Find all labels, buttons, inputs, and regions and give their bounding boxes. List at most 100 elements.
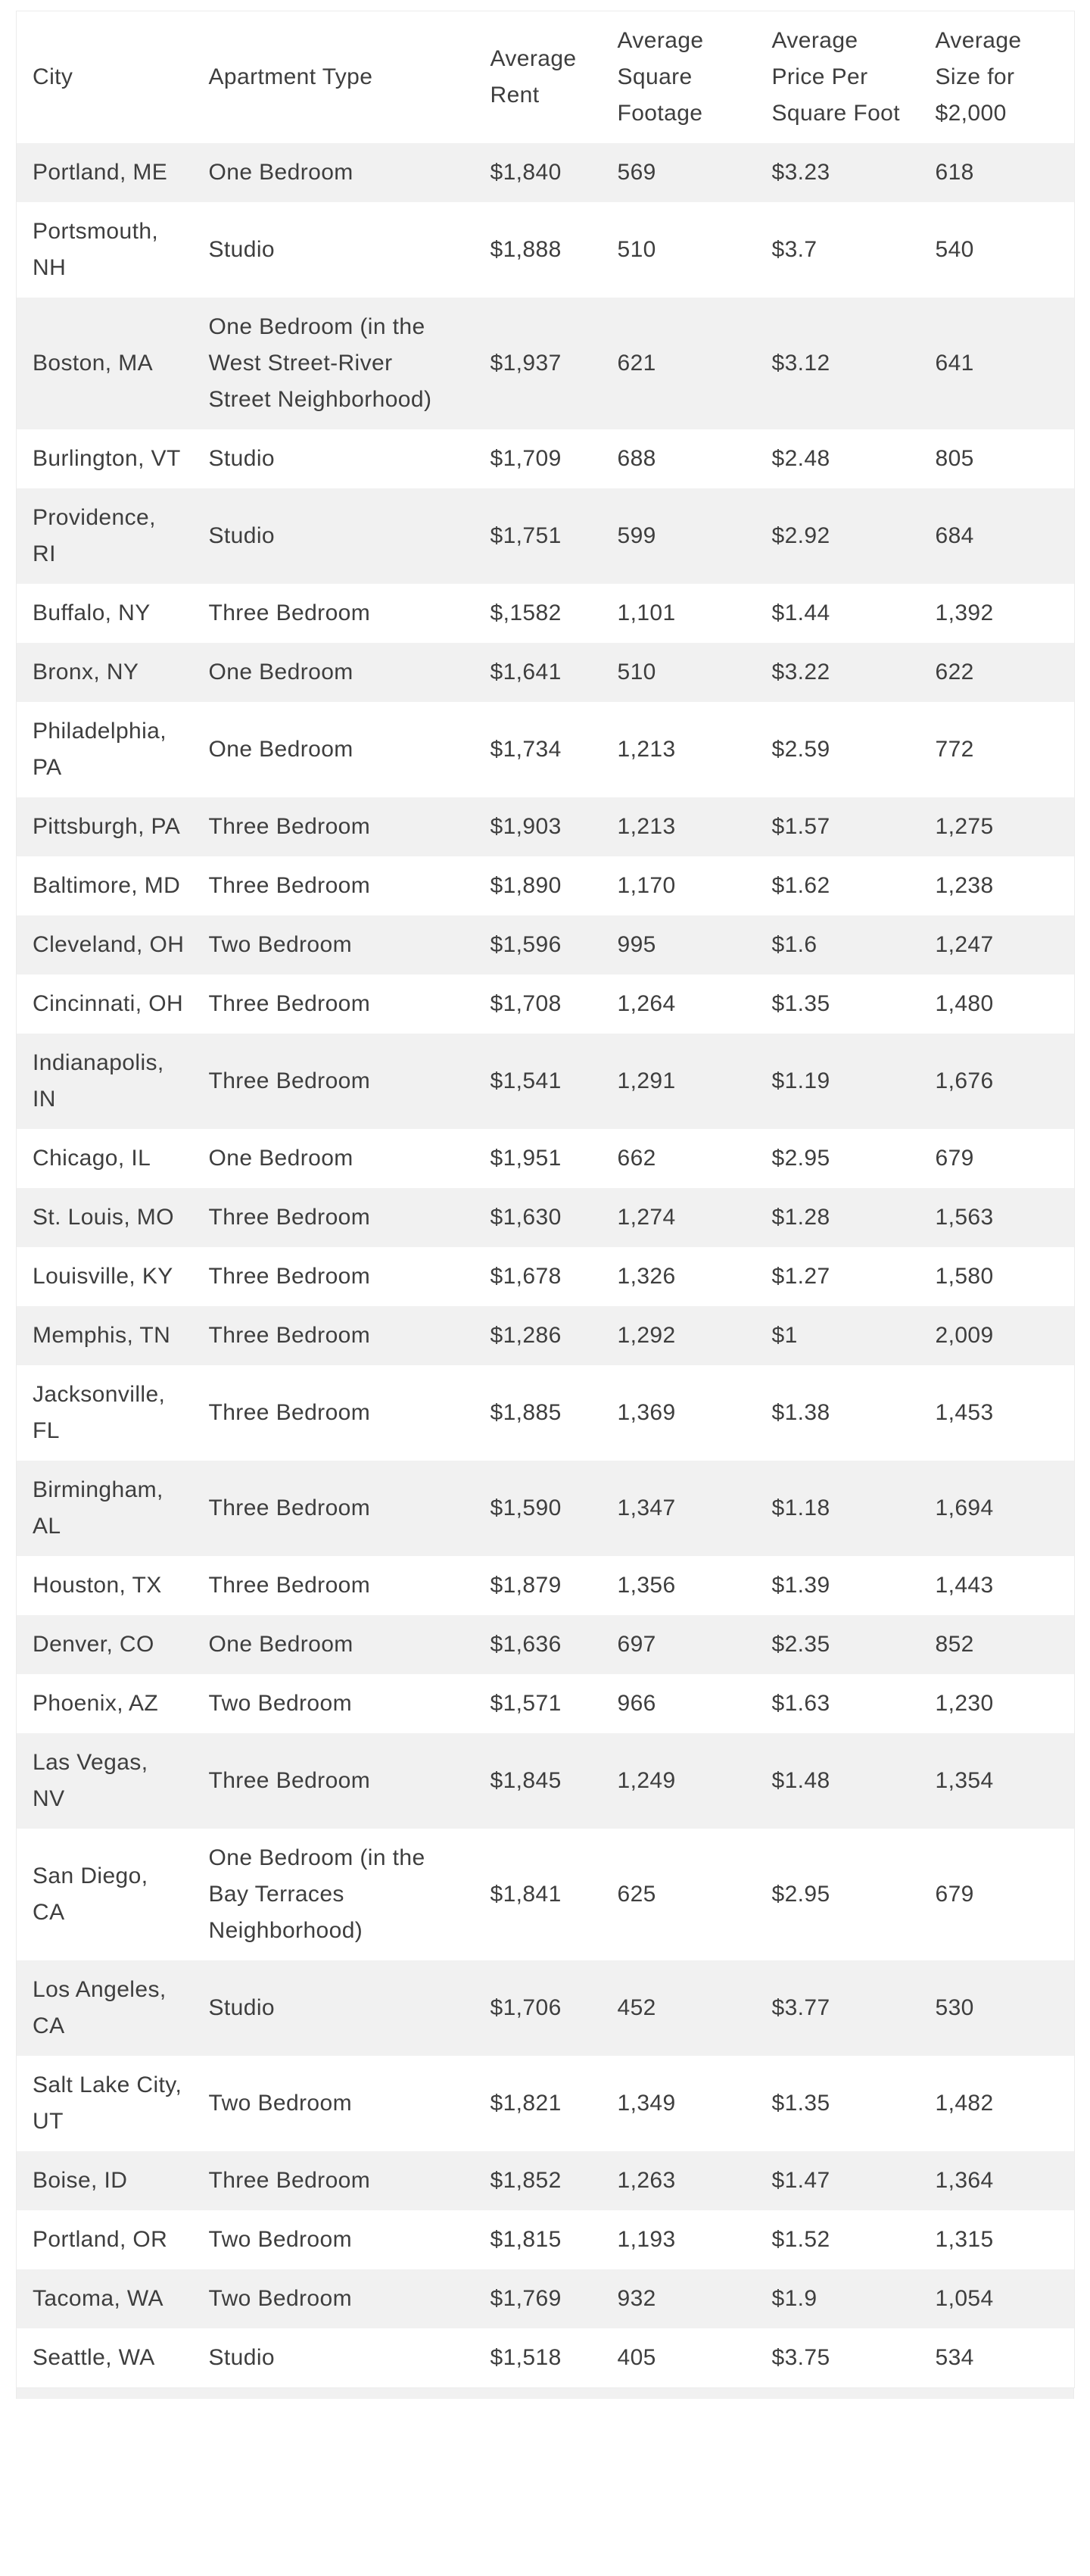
- apartment-type-cell: Three Bedroom: [208, 1205, 371, 1230]
- size-for-2000-cell: 1,364: [935, 2168, 994, 2193]
- table-row: Birmingham, AL Three Bedroom $1,590 1,347 $1…: [16, 1461, 1075, 1556]
- price-per-square-foot-cell: $3.12: [771, 351, 830, 376]
- size-for-2000-cell: 540: [935, 237, 974, 262]
- average-rent-cell: $1,879: [490, 1573, 562, 1598]
- average-rent-cell: $1,885: [490, 1400, 562, 1425]
- average-square-footage-cell: 1,349: [617, 2091, 676, 2116]
- average-square-footage-cell: 1,356: [617, 1573, 676, 1598]
- city-cell: Philadelphia, PA: [33, 719, 167, 780]
- average-rent-cell: $1,951: [490, 1146, 562, 1171]
- average-rent-cell: $,1582: [490, 600, 562, 625]
- apartment-type-cell: Three Bedroom: [208, 1264, 371, 1289]
- apartment-type-cell: Studio: [208, 237, 275, 262]
- average-square-footage-cell: 510: [617, 660, 656, 685]
- price-per-square-foot-cell: $1.44: [771, 600, 830, 625]
- table-row: St. Louis, MO Three Bedroom $1,630 1,274 $1.…: [16, 1188, 1075, 1247]
- price-per-square-foot-cell: $3.7: [771, 237, 818, 262]
- table-row: Chicago, IL One Bedroom $1,951 662 $2.95 679: [16, 1129, 1075, 1188]
- city-cell: Indianapolis, IN: [33, 1050, 164, 1112]
- price-per-square-foot-cell: $2.48: [771, 446, 830, 471]
- average-square-footage-cell: 688: [617, 446, 656, 471]
- size-for-2000-cell: 772: [935, 737, 974, 762]
- page: City Apartment Type Average Rent Average…: [16, 11, 1075, 2399]
- average-square-footage-cell: 1,291: [617, 1068, 676, 1093]
- table-row: Boise, ID Three Bedroom $1,852 1,263 $1.47 1,…: [16, 2151, 1075, 2210]
- average-square-footage-cell: 1,249: [617, 1768, 676, 1793]
- apartment-type-cell: Two Bedroom: [208, 2227, 352, 2252]
- size-for-2000-cell: 1,694: [935, 1495, 994, 1520]
- size-for-2000-cell: 852: [935, 1632, 974, 1657]
- size-for-2000-cell: 1,392: [935, 600, 994, 625]
- size-for-2000-cell: 1,275: [935, 814, 994, 839]
- average-square-footage-cell: 995: [617, 932, 656, 957]
- average-rent-cell: $1,596: [490, 932, 562, 957]
- apartment-type-cell: Three Bedroom: [208, 873, 371, 898]
- table-row: Bronx, NY One Bedroom $1,641 510 $3.22 622: [16, 643, 1075, 702]
- city-cell: Buffalo, NY: [33, 600, 151, 625]
- apartment-type-cell: Three Bedroom: [208, 600, 371, 625]
- table-row: Buffalo, NY Three Bedroom $,1582 1,101 $1.44…: [16, 584, 1075, 643]
- average-rent-cell: $1,888: [490, 237, 562, 262]
- average-square-footage-cell: 1,347: [617, 1495, 676, 1520]
- apartment-type-cell: Three Bedroom: [208, 2168, 371, 2193]
- average-rent-cell: $1,845: [490, 1768, 562, 1793]
- price-per-square-foot-cell: $1.35: [771, 991, 830, 1016]
- column-header-average-price-per-square-foot: Average Price Per Square Foot: [771, 28, 901, 126]
- average-square-footage-cell: 599: [617, 523, 656, 548]
- apartment-type-cell: Two Bedroom: [208, 2091, 352, 2116]
- apartment-type-cell: Three Bedroom: [208, 1068, 371, 1093]
- apartment-type-cell: Three Bedroom: [208, 1768, 371, 1793]
- size-for-2000-cell: 684: [935, 523, 974, 548]
- city-cell: Los Angeles, CA: [33, 1977, 167, 2038]
- table-row: Indianapolis, IN Three Bedroom $1,541 1,291…: [16, 1034, 1075, 1129]
- apartment-type-cell: Two Bedroom: [208, 1691, 352, 1716]
- city-cell: Boston, MA: [33, 351, 154, 376]
- size-for-2000-cell: 1,676: [935, 1068, 994, 1093]
- size-for-2000-cell: 641: [935, 351, 974, 376]
- average-square-footage-cell: 1,274: [617, 1205, 676, 1230]
- table-row: Seattle, WA Studio $1,518 405 $3.75 534: [16, 2328, 1075, 2388]
- average-rent-cell: $1,852: [490, 2168, 562, 2193]
- average-rent-cell: $1,890: [490, 873, 562, 898]
- city-cell: Baltimore, MD: [33, 873, 181, 898]
- price-per-square-foot-cell: $1.9: [771, 2286, 818, 2311]
- size-for-2000-cell: 1,315: [935, 2227, 994, 2252]
- apartment-type-cell: One Bedroom: [208, 737, 353, 762]
- average-square-footage-cell: 1,263: [617, 2168, 676, 2193]
- average-square-footage-cell: 452: [617, 1995, 656, 2020]
- average-rent-cell: $1,678: [490, 1264, 562, 1289]
- size-for-2000-cell: 534: [935, 2345, 974, 2370]
- apartment-type-cell: One Bedroom: [208, 660, 353, 685]
- average-square-footage-cell: 1,213: [617, 737, 676, 762]
- apartment-type-cell: Studio: [208, 446, 275, 471]
- price-per-square-foot-cell: $3.75: [771, 2345, 830, 2370]
- average-square-footage-cell: 1,264: [617, 991, 676, 1016]
- city-cell: Bronx, NY: [33, 660, 139, 685]
- price-per-square-foot-cell: $1.35: [771, 2091, 830, 2116]
- price-per-square-foot-cell: $2.92: [771, 523, 830, 548]
- price-per-square-foot-cell: $3.23: [771, 160, 830, 185]
- apartment-type-cell: One Bedroom (in the Bay Terraces Neighbo…: [208, 1845, 425, 1943]
- city-cell: San Diego, CA: [33, 1863, 148, 1925]
- size-for-2000-cell: 1,054: [935, 2286, 994, 2311]
- price-per-square-foot-cell: $1: [771, 1323, 798, 1348]
- apartment-type-cell: One Bedroom: [208, 160, 353, 185]
- table-row: Louisville, KY Three Bedroom $1,678 1,326 $1…: [16, 1247, 1075, 1306]
- size-for-2000-cell: 2,009: [935, 1323, 994, 1348]
- average-square-footage-cell: 510: [617, 237, 656, 262]
- apartment-type-cell: Three Bedroom: [208, 1573, 371, 1598]
- table-body: Portland, ME One Bedroom $1,840 569 $3.23 618…: [16, 143, 1075, 2388]
- city-cell: Salt Lake City, UT: [33, 2072, 182, 2134]
- table-row: Portland, OR Two Bedroom $1,815 1,193 $1.52 1…: [16, 2210, 1075, 2269]
- column-header-average-square-footage: Average Square Footage: [617, 28, 704, 126]
- price-per-square-foot-cell: $3.22: [771, 660, 830, 685]
- average-square-footage-cell: 932: [617, 2286, 656, 2311]
- apartment-type-cell: Studio: [208, 2345, 275, 2370]
- apartment-type-cell: Studio: [208, 523, 275, 548]
- price-per-square-foot-cell: $1.48: [771, 1768, 830, 1793]
- average-square-footage-cell: 405: [617, 2345, 656, 2370]
- column-header-average-size-for-2000: Average Size for $2,000: [935, 28, 1022, 126]
- size-for-2000-cell: 1,482: [935, 2091, 994, 2116]
- size-for-2000-cell: 530: [935, 1995, 974, 2020]
- average-rent-cell: $1,641: [490, 660, 562, 685]
